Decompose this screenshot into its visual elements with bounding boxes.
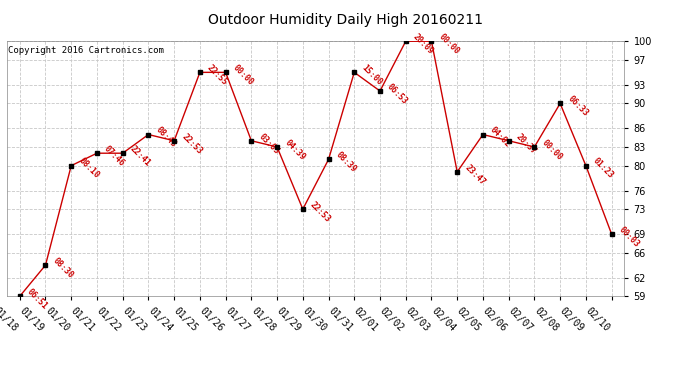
Text: 22:41: 22:41 [128, 144, 152, 168]
Text: 22:53: 22:53 [308, 200, 333, 224]
Text: 00:03: 00:03 [617, 225, 641, 249]
Text: 22:55: 22:55 [206, 63, 230, 87]
Text: 07:46: 07:46 [103, 144, 126, 168]
Text: 20:37: 20:37 [514, 132, 538, 156]
Text: 22:53: 22:53 [179, 132, 204, 156]
Text: 20:09: 20:09 [411, 32, 435, 56]
Text: 15:00: 15:00 [359, 63, 384, 87]
Text: 06:33: 06:33 [566, 94, 590, 118]
Text: 00:00: 00:00 [231, 63, 255, 87]
Text: 04:02: 04:02 [489, 125, 513, 150]
Text: 08:30: 08:30 [51, 256, 75, 280]
Text: 00:00: 00:00 [540, 138, 564, 162]
Text: 08:43: 08:43 [154, 125, 178, 150]
Text: 03:05: 03:05 [257, 132, 281, 156]
Text: 04:39: 04:39 [283, 138, 306, 162]
Text: 00:00: 00:00 [437, 32, 461, 56]
Text: 08:39: 08:39 [334, 150, 358, 174]
Text: 23:47: 23:47 [463, 163, 486, 187]
Text: Copyright 2016 Cartronics.com: Copyright 2016 Cartronics.com [8, 46, 164, 56]
Text: Outdoor Humidity Daily High 20160211: Outdoor Humidity Daily High 20160211 [208, 13, 482, 27]
Text: 06:53: 06:53 [386, 82, 410, 106]
Text: Humidity  (%): Humidity (%) [569, 28, 645, 38]
Text: 01:23: 01:23 [591, 156, 615, 180]
Text: 06:51: 06:51 [26, 287, 50, 311]
Text: 08:10: 08:10 [77, 156, 101, 180]
